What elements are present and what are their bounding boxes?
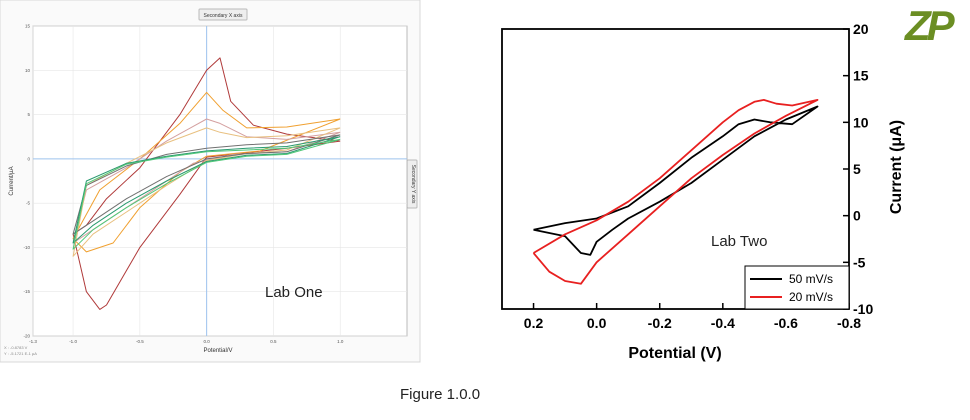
legend-box bbox=[744, 265, 850, 310]
figure-caption: Figure 1.0.0 bbox=[400, 386, 481, 403]
lab-one-y-tick-label: -10 bbox=[23, 245, 30, 250]
lab-one-readout-x: X : -0.8783 V bbox=[4, 345, 28, 350]
lab-two-x-tick-label: 0.2 bbox=[524, 315, 544, 331]
lab-one-x-tick-label: -1.0 bbox=[69, 339, 77, 344]
secondary-y-axis-label: Secondary Y axis bbox=[410, 165, 416, 204]
lab-two-series-2 bbox=[532, 99, 819, 285]
lab-one-panel: Secondary X axis Secondary Y axis -1.3 -1… bbox=[0, 0, 421, 363]
lab-two-y-tick-label: -5 bbox=[853, 254, 866, 270]
lab-one-x-tick-label: 0.0 bbox=[204, 339, 211, 344]
lab-two-plot-area bbox=[501, 28, 850, 310]
lab-one-annotation: Lab One bbox=[265, 284, 323, 301]
lab-two-y-axis-title: Current (μA) bbox=[888, 120, 905, 214]
lab-two-y-tick-label: -10 bbox=[853, 301, 873, 317]
lab-one-plot-area bbox=[32, 25, 408, 337]
lab-one-y-tick-label: -5 bbox=[26, 201, 30, 206]
lab-one-y-tick-label: 5 bbox=[27, 112, 30, 117]
lab-one-readout-y: Y : -5.1721 E-1 µA bbox=[4, 351, 37, 356]
lab-two-x-tick-label: -0.8 bbox=[837, 315, 861, 331]
lab-two-x-tick-label: -0.6 bbox=[774, 315, 798, 331]
lab-one-y-tick-label: -15 bbox=[23, 289, 30, 294]
lab-one-series-6 bbox=[72, 136, 341, 244]
lab-one-grid bbox=[32, 25, 407, 337]
lab-one-y-tick-label: 15 bbox=[25, 24, 31, 29]
lab-one-y-axis-title: Current/µA bbox=[9, 166, 15, 195]
lab-one-series-group bbox=[72, 57, 341, 310]
lab-one-series-2 bbox=[72, 91, 341, 253]
lab-one-series-5 bbox=[72, 134, 341, 235]
lab-two-series-1 bbox=[533, 105, 819, 256]
lab-two-panel: 0.2 0.0 -0.2 -0.4 -0.6 -0.8-10 -5 0 5 10 15 20 Lab … bbox=[501, 21, 905, 362]
lab-one-ticks: -1.3 -1.0 -0.5 0.0 0.5 1.0 -20 -15 -10 -5 0 5 10 15 bbox=[23, 24, 343, 345]
lab-two-y-tick-label: 5 bbox=[853, 161, 861, 177]
lab-one-x-axis-title: Potential/V bbox=[203, 348, 232, 354]
lab-two-x-tick-label: 0.0 bbox=[587, 315, 607, 331]
zp-logo: ZP bbox=[904, 2, 956, 49]
secondary-x-axis-label: Secondary X axis bbox=[204, 13, 243, 19]
legend-label-50: 50 mV/s bbox=[789, 272, 833, 286]
lab-two-series-group bbox=[532, 99, 819, 285]
lab-two-x-tick-label: -0.2 bbox=[648, 315, 672, 331]
lab-one-y-tick-label: -20 bbox=[23, 334, 30, 339]
lab-two-y-tick-label: 20 bbox=[853, 21, 869, 37]
lab-one-x-tick-label: 0.5 bbox=[270, 339, 277, 344]
lab-one-y-tick-label: 10 bbox=[25, 68, 31, 73]
lab-two-y-tick-label: 10 bbox=[853, 114, 869, 130]
lab-two-annotation: Lab Two bbox=[711, 233, 767, 250]
lab-one-x-tick-label: 1.0 bbox=[337, 339, 344, 344]
lab-one-x-tick-label: -0.5 bbox=[136, 339, 144, 344]
lab-two-x-axis-title: Potential (V) bbox=[628, 345, 721, 362]
lab-two-legend: 50 mV/s 20 mV/s bbox=[744, 265, 850, 310]
lab-one-y-tick-label: 0 bbox=[27, 156, 30, 161]
lab-two-ticks: 0.2 0.0 -0.2 -0.4 -0.6 -0.8-10 -5 0 5 10 15 20 bbox=[524, 21, 874, 331]
secondary-x-axis-button[interactable] bbox=[198, 8, 248, 21]
lab-one-x-tick-label: -1.3 bbox=[29, 339, 37, 344]
lab-one-series-4 bbox=[72, 127, 341, 257]
legend-label-20: 20 mV/s bbox=[789, 290, 833, 304]
lab-two-y-tick-label: 15 bbox=[853, 68, 869, 84]
lab-two-y-tick-label: 0 bbox=[853, 208, 861, 224]
lab-two-x-tick-label: -0.4 bbox=[711, 315, 735, 331]
lab-one-series-7 bbox=[72, 138, 341, 250]
